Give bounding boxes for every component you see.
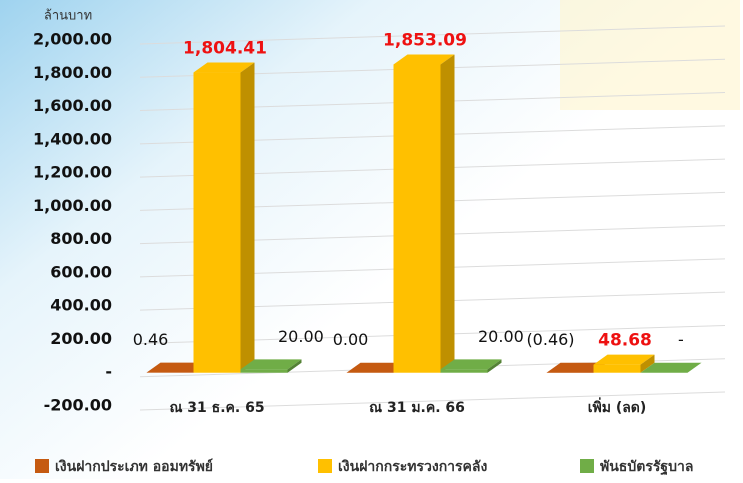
y-tick-label: 2,000.00 xyxy=(33,30,112,49)
legend-swatch xyxy=(580,459,594,473)
y-tick-label: 800.00 xyxy=(50,229,112,248)
y-tick-label: 1,600.00 xyxy=(33,96,112,115)
y-tick-label: 1,200.00 xyxy=(33,163,112,182)
x-tick-label: เพิ่ม (ลด) xyxy=(588,397,647,416)
decoration xyxy=(560,0,740,110)
y-tick-label: 400.00 xyxy=(50,296,112,315)
legend-swatch xyxy=(35,459,49,473)
legend-label: พันธบัตรรัฐบาล xyxy=(600,459,693,476)
legend-label: เงินฝากประเภท ออมทรัพย์ xyxy=(55,458,213,475)
legend-label: เงินฝากกระทรวงการคลัง xyxy=(338,459,487,475)
value-label: 20.00 xyxy=(478,327,524,346)
value-label: - xyxy=(678,330,684,349)
value-label: 1,853.09 xyxy=(383,30,467,50)
y-tick-label: -200.00 xyxy=(44,396,112,415)
value-label: 48.68 xyxy=(598,331,652,351)
bar xyxy=(241,369,288,372)
legend-swatch xyxy=(318,459,332,473)
y-tick-label: 1,000.00 xyxy=(33,196,112,215)
x-tick-label: ณ 31 ม.ค. 66 xyxy=(369,400,465,416)
value-label: 0.00 xyxy=(333,330,369,349)
x-tick-label: ณ 31 ธ.ค. 65 xyxy=(169,400,264,416)
bar xyxy=(394,64,441,372)
bar xyxy=(441,369,488,372)
y-axis-label: ล้านบาท xyxy=(44,9,92,24)
value-label: (0.46) xyxy=(526,330,574,349)
y-tick-label: 600.00 xyxy=(50,262,112,281)
y-tick-label: 1,400.00 xyxy=(33,129,112,148)
y-tick-label: 200.00 xyxy=(50,329,112,348)
bar-side xyxy=(441,54,455,372)
bar xyxy=(594,365,641,373)
bar-side xyxy=(241,63,255,373)
value-label: 20.00 xyxy=(278,327,324,346)
y-tick-label: - xyxy=(105,362,112,381)
value-label: 0.46 xyxy=(133,330,169,349)
value-label: 1,804.41 xyxy=(183,39,267,59)
bar xyxy=(194,73,241,373)
y-tick-label: 1,800.00 xyxy=(33,63,112,82)
